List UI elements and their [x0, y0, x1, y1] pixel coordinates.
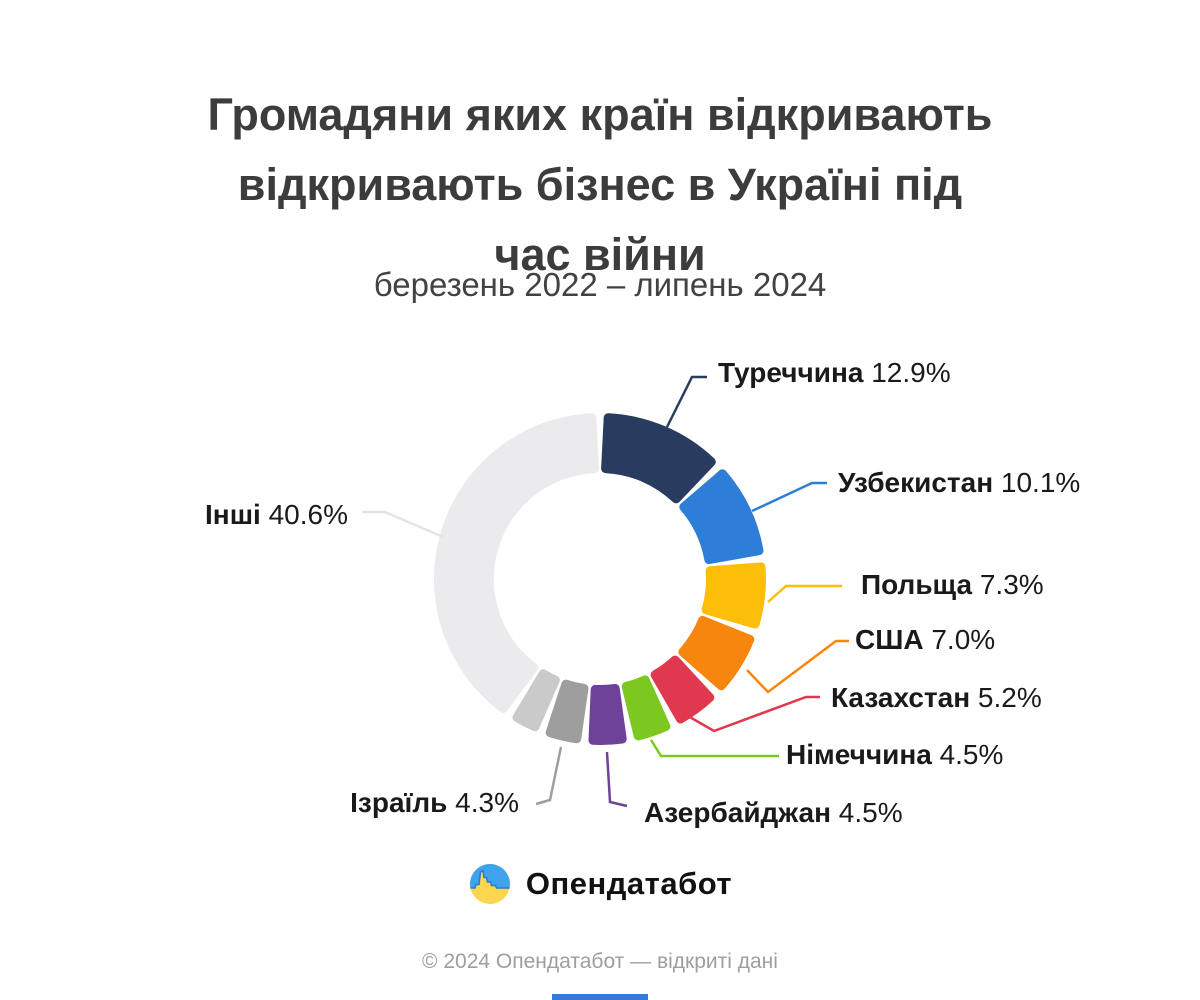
opendatabot-logo-icon [469, 864, 510, 904]
opendatabot-logo-text: Опендатабот [525, 866, 733, 901]
logo-pulse-line [470, 869, 510, 889]
leader-line-kazakhstan [687, 695, 820, 733]
donut-segment-poland [701, 562, 766, 629]
donut-segment-azerbaijan [588, 684, 627, 745]
leader-line-others [362, 510, 444, 539]
segment-label-usa: США 7.0% [855, 624, 995, 655]
leader-line-uzbekistan [751, 481, 827, 513]
donut-segment-kazakhstan [650, 655, 715, 724]
segment-label-germany: Німеччина 4.5% [786, 739, 1003, 770]
segment-label-others: Інші 40.6% [205, 499, 348, 530]
donut-segment-germany [621, 675, 671, 741]
donut-segment-israel [545, 679, 589, 744]
page-title: Громадяни яких країн відкривають відкрив… [0, 80, 1200, 290]
segment-label-poland: Польща 7.3% [861, 569, 1044, 600]
leader-line-usa [746, 639, 849, 694]
title-line-3: час війни [494, 229, 706, 281]
leader-line-turkey [665, 375, 707, 428]
logo-flag-blue [469, 864, 510, 888]
leader-line-azerbaijan [605, 751, 628, 808]
donut-segment-usa [678, 615, 755, 691]
donut-segment-turkey [601, 413, 716, 504]
footer-copyright: © 2024 Опендатабот — відкриті дані [422, 950, 778, 973]
segment-label-turkey: Туреччина 12.9% [718, 357, 951, 388]
subtitle-period: березень 2022 – липень 2024 [373, 266, 827, 303]
segment-label-azerbaijan: Азербайджан 4.5% [644, 797, 903, 828]
segment-label-kazakhstan: Казахстан 5.2% [831, 682, 1042, 713]
bottom-accent-bar [552, 994, 648, 1000]
segment-label-israel: Ізраїль 4.3% [350, 787, 519, 818]
leader-line-poland [767, 584, 842, 603]
title-line-1: Громадяни яких країн відкривають [207, 89, 993, 141]
donut-segment-unlabeled-small [512, 669, 560, 732]
opendatabot-logo: Опендатабот [0, 862, 1200, 906]
segment-label-uzbekistan: Узбекистан 10.1% [838, 467, 1080, 498]
donut-segment-others [434, 413, 599, 713]
donut-segment-uzbekistan [679, 469, 764, 565]
leader-line-germany [649, 739, 779, 758]
title-line-2: відкривають бізнес в Україні під [237, 159, 963, 211]
leader-line-israel [535, 746, 563, 806]
